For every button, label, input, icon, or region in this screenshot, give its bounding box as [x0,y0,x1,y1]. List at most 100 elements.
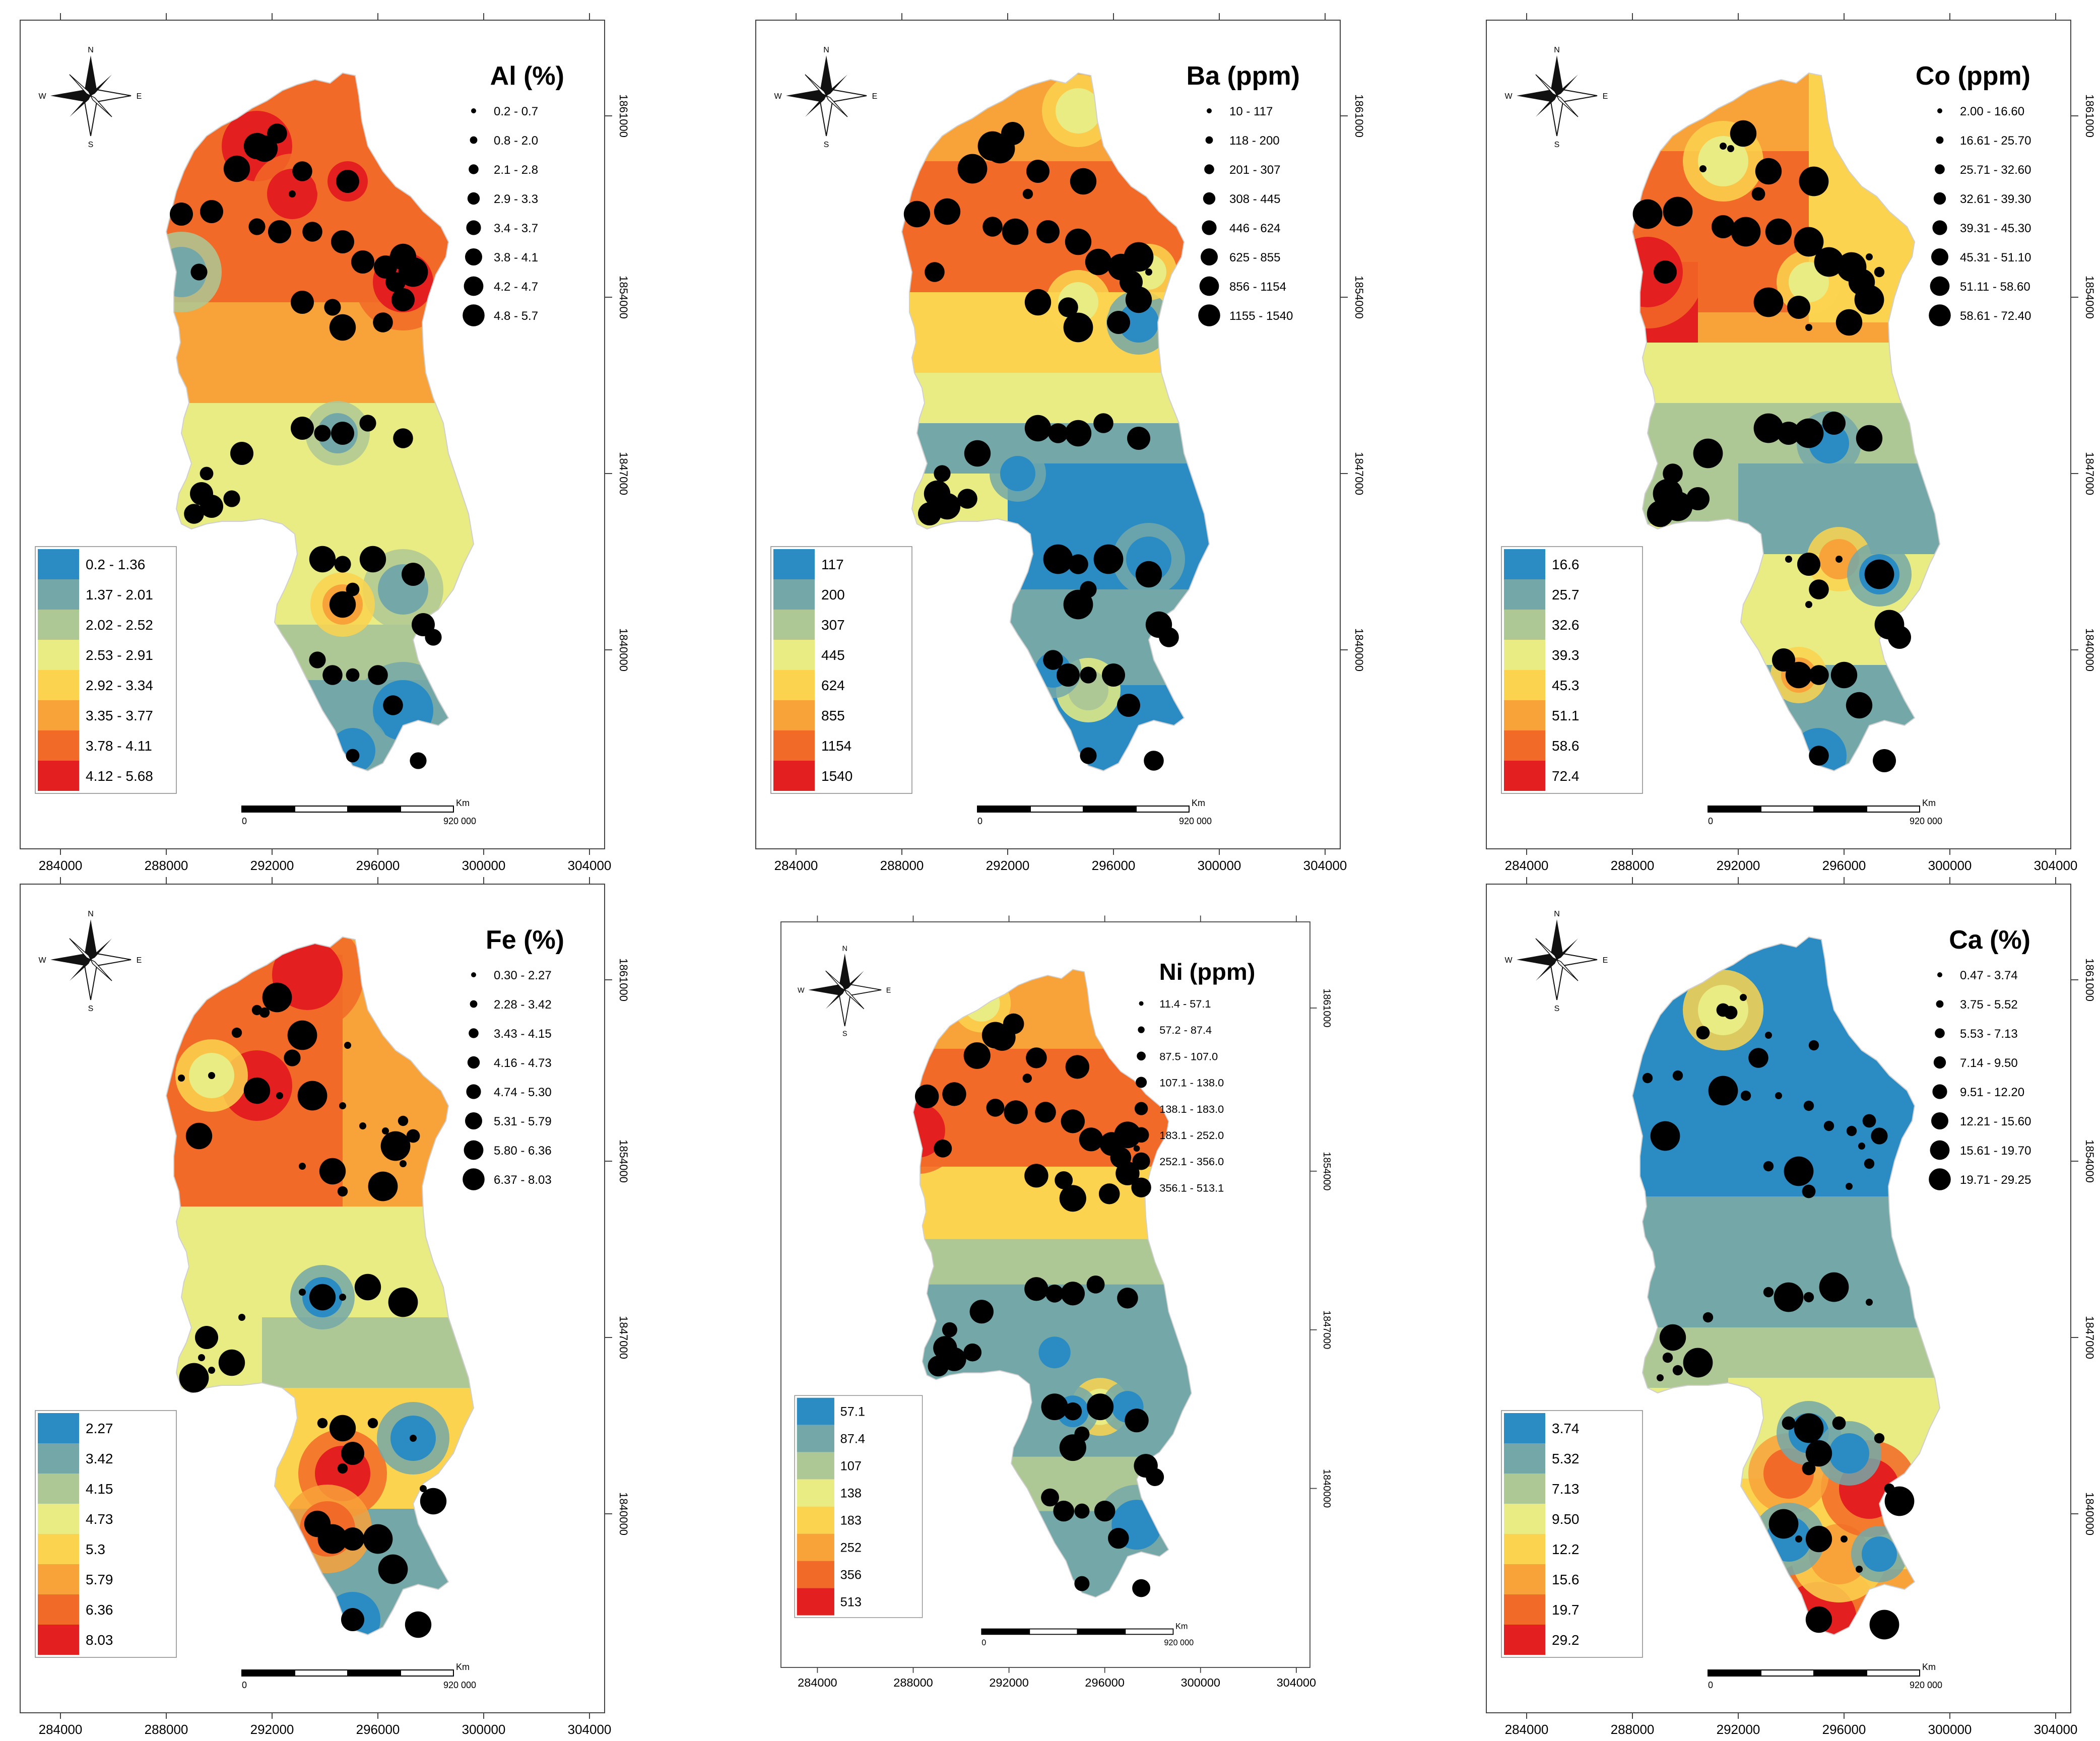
sample-point [1814,247,1844,277]
sample-point [287,1020,317,1050]
compass-e-label: E [137,956,142,965]
y-tick-label: 1861000 [617,958,630,1001]
sample-point [1765,1032,1772,1039]
sample-point [380,1131,411,1161]
legend-point-symbol [1201,248,1218,265]
sample-point [329,591,356,618]
legend-point-symbol [1937,972,1942,977]
sample-point [1765,218,1792,245]
legend-point-label: 87.5 - 107.0 [1159,1050,1218,1062]
legend-point-label: 2.9 - 3.3 [494,192,538,206]
legend-point-symbol [465,1112,482,1129]
map-panel-ca: N S E W Ca (%) 0.47 - 3.74 3.75 - 5.52 5.53 - 7… [1486,877,2096,1737]
compass-s-label: S [1554,1005,1560,1013]
sample-point [179,1363,209,1393]
x-tick-label: 288000 [145,1722,188,1737]
legend-point-symbol [470,136,478,144]
scale-segment [977,806,1031,813]
legend-class-label: 117 [821,557,844,572]
sample-point [1751,187,1765,201]
scale-segment [241,806,295,813]
surface-zone [1738,463,1940,564]
legend-point-label: 4.2 - 4.7 [494,280,538,294]
legend-point-label: 12.21 - 15.60 [1960,1115,2031,1128]
sample-point [368,665,388,685]
sample-point [918,502,941,525]
sample-point [1654,260,1677,284]
sample-point [1858,1143,1865,1150]
scale-start-label: 0 [981,1638,986,1647]
sample-point [322,665,343,685]
sample-point [1871,1127,1888,1145]
x-tick-label: 296000 [1092,858,1136,873]
legend-class-label: 1540 [821,768,852,784]
scale-end-label: 920 000 [1164,1638,1194,1647]
legend-point-symbol [1198,304,1220,326]
y-tick-label: 1840000 [1321,1469,1332,1508]
sample-point [1768,1509,1799,1539]
anomaly-core [1119,302,1159,343]
legend-swatch [773,549,815,579]
sample-point [259,1007,270,1018]
sample-point [1632,199,1663,229]
scale-start-label: 0 [1708,816,1713,826]
legend-point-label: 183.1 - 252.0 [1159,1129,1224,1142]
legend-swatch [1504,549,1545,579]
sample-point [309,651,326,668]
sample-point [1862,1114,1876,1128]
x-tick-label: 296000 [1085,1676,1125,1689]
scale-segment [1813,1669,1867,1677]
surface-zone [902,373,1209,433]
sample-point [351,250,374,274]
y-tick-label: 1840000 [2083,628,2096,672]
sample-point [299,1289,306,1296]
sample-point [1794,1413,1824,1443]
sample-point [963,1042,991,1069]
legend-point-symbol [1932,1084,1947,1099]
x-tick-label: 304000 [2034,1722,2078,1737]
sample-point [1144,751,1164,771]
north-arrow-icon: N S E W [798,945,891,1038]
legend-point-label: 1155 - 1540 [1229,309,1293,323]
compass-w-label: W [1504,956,1513,965]
anomaly-core [1000,456,1035,491]
sample-point [1135,561,1162,588]
sample-point [302,222,322,242]
sample-point [1098,1183,1120,1204]
sample-point [346,582,360,596]
legend-point-symbol [1936,1000,1944,1008]
sample-point [331,230,354,253]
sample-point [934,465,951,482]
sample-point [1809,579,1829,599]
sample-point [1043,544,1073,574]
sample-point [400,1160,407,1167]
legend-point-symbol [1931,248,1948,265]
sample-point [942,1322,957,1337]
legend-point-symbol [1131,1177,1151,1197]
legend-swatch [773,640,815,670]
sample-point [1819,1272,1849,1302]
sample-point [378,1554,408,1584]
legend-class-label: 445 [821,647,845,663]
legend-swatch [797,1425,834,1452]
sample-point [1802,1461,1816,1476]
sample-point [1074,1503,1090,1519]
sample-point [292,161,312,181]
sample-point [1026,1047,1047,1068]
sample-point [1720,143,1727,150]
compass-n-label: N [1554,46,1560,54]
sample-point [934,198,961,225]
sample-point [388,1287,418,1317]
legend-point-label: 308 - 445 [1229,192,1280,206]
x-tick-label: 288000 [145,858,188,873]
sample-point [1124,242,1154,272]
sample-point [1856,425,1883,452]
sample-point [1068,554,1088,574]
legend-point-label: 138.1 - 183.0 [1159,1103,1224,1115]
legend-point-symbol [471,108,476,113]
region-outline [1631,72,1941,772]
legend-class-label: 2.02 - 2.52 [86,617,153,633]
x-tick-label: 284000 [39,858,83,873]
sample-point [1731,217,1761,247]
legend-point-label: 32.61 - 39.30 [1960,192,2031,206]
